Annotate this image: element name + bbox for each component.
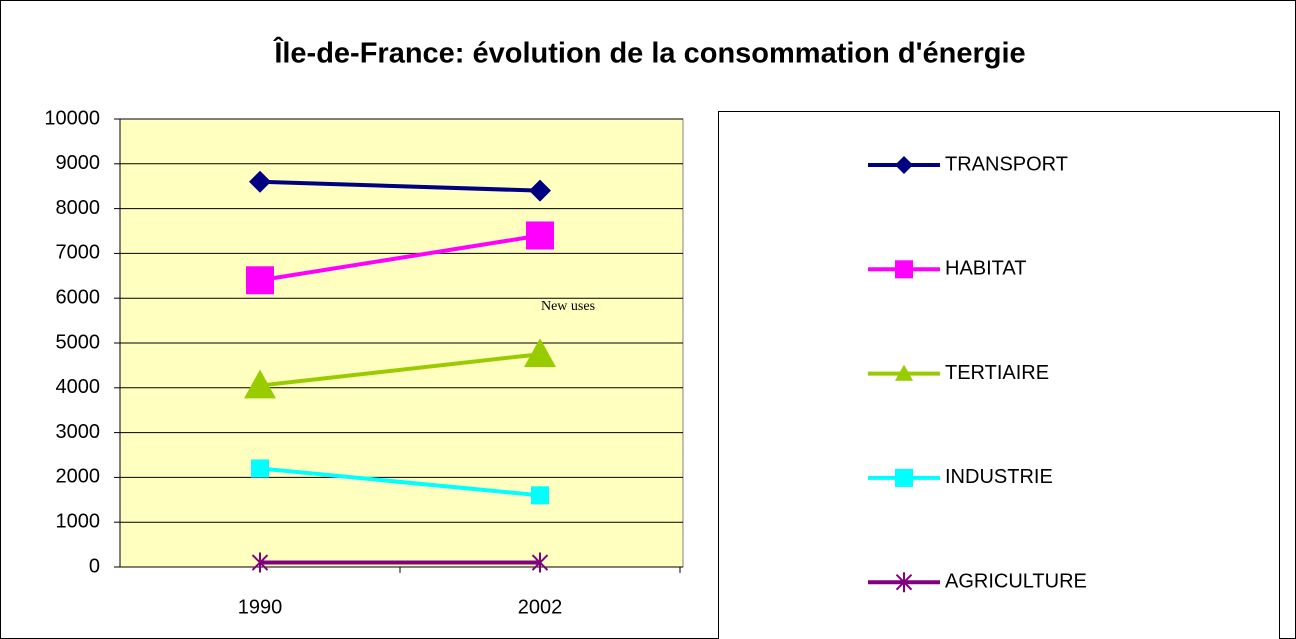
- legend-label: AGRICULTURE: [945, 570, 1087, 592]
- legend-box: [718, 111, 1280, 639]
- data-point: [531, 486, 549, 505]
- series-line: [259, 466, 541, 498]
- legend-marker: [895, 156, 913, 174]
- y-tick-label: 9000: [56, 152, 101, 174]
- legend-label: TRANSPORT: [945, 153, 1068, 175]
- series-line: [259, 352, 541, 388]
- x-tick-label: 1990: [238, 596, 283, 618]
- y-tick-label: 0: [89, 555, 100, 577]
- data-point: [249, 170, 271, 193]
- data-point: [526, 221, 554, 250]
- y-tick-label: 4000: [56, 376, 101, 398]
- y-tick-label: 10000: [44, 107, 100, 129]
- data-point: [524, 338, 556, 367]
- y-tick-label: 2000: [56, 466, 101, 488]
- legend-label: HABITAT: [945, 258, 1026, 280]
- legend-label: INDUSTRIE: [945, 466, 1053, 488]
- y-tick-label: 5000: [56, 331, 101, 353]
- data-point: [251, 459, 269, 478]
- legend-marker: [895, 364, 913, 381]
- legend-label: TERTIAIRE: [945, 362, 1049, 384]
- legend-marker: [895, 260, 913, 279]
- y-tick-label: 7000: [56, 242, 101, 264]
- data-point: [531, 552, 549, 573]
- legend-marker: [895, 572, 913, 593]
- y-tick-label: 6000: [56, 286, 101, 308]
- data-point: [244, 369, 276, 399]
- data-point: [246, 266, 274, 295]
- data-point: [251, 552, 269, 573]
- data-point: [529, 179, 551, 202]
- series-line: [259, 179, 541, 193]
- x-tick-label: 2002: [518, 596, 563, 618]
- chart-title: Île-de-France: évolution de la consommat…: [272, 36, 1025, 70]
- y-tick-label: 8000: [56, 197, 101, 219]
- y-tick-label: 3000: [56, 421, 101, 443]
- legend-marker: [895, 468, 913, 487]
- annotation: New uses: [541, 299, 595, 314]
- series-line: [259, 233, 541, 283]
- y-tick-label: 1000: [56, 510, 101, 532]
